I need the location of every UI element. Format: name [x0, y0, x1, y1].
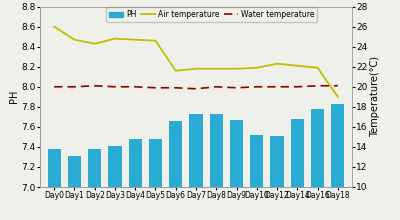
Bar [68, 156, 81, 187]
Bar [169, 121, 182, 187]
Legend: PH, Air temperature, Water temperature: PH, Air temperature, Water temperature [106, 7, 317, 22]
Bar [190, 114, 202, 187]
Bar [108, 146, 122, 187]
Bar [210, 114, 223, 187]
Bar [88, 149, 101, 187]
Bar [331, 104, 344, 187]
Bar [250, 135, 263, 187]
Bar [48, 149, 61, 187]
Y-axis label: Temperature(°C): Temperature(°C) [370, 56, 380, 137]
Bar [129, 139, 142, 187]
Y-axis label: PH: PH [9, 90, 19, 103]
Bar [311, 109, 324, 187]
Bar [291, 119, 304, 187]
Bar [230, 120, 243, 187]
Bar [149, 139, 162, 187]
Bar [270, 136, 284, 187]
